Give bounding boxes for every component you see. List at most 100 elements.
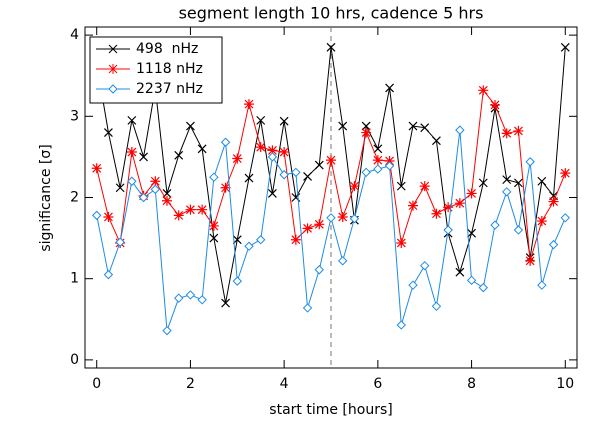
data-point (431, 301, 442, 312)
data-point (256, 115, 266, 125)
data-point (466, 275, 477, 286)
data-point (115, 237, 125, 247)
data-point (139, 152, 148, 162)
data-point (138, 192, 149, 203)
data-point (220, 137, 231, 147)
data-point (103, 211, 114, 222)
data-point (361, 121, 371, 131)
data-point (478, 85, 489, 96)
data-point (185, 204, 196, 215)
data-point (326, 213, 336, 223)
data-point (548, 239, 559, 250)
x-axis-label: start time [hours] (269, 402, 392, 418)
data-point (326, 155, 336, 166)
chart-title: segment length 10 hrs, cadence 5 hrs (179, 4, 484, 23)
data-point (419, 181, 430, 192)
x-tick-label: 2 (186, 376, 195, 392)
data-point (537, 176, 547, 186)
x-tick-label: 10 (556, 376, 574, 392)
x-tick-label: 8 (467, 376, 476, 392)
data-point (514, 178, 523, 188)
data-point (396, 237, 407, 248)
data-point (501, 128, 512, 139)
data-point (490, 99, 500, 110)
data-point (126, 147, 137, 158)
data-point (408, 200, 418, 211)
data-point (220, 182, 231, 193)
data-point (244, 241, 254, 251)
data-point (256, 235, 266, 245)
data-point (197, 295, 207, 305)
data-point (92, 210, 102, 221)
data-point (467, 228, 476, 238)
data-point (454, 198, 465, 209)
data-point (314, 160, 324, 170)
data-point (361, 167, 371, 178)
data-point (408, 121, 418, 131)
data-point (490, 220, 500, 230)
data-point (443, 225, 453, 235)
data-point (560, 42, 570, 52)
legend-marker (108, 64, 118, 74)
data-point (373, 164, 383, 174)
y-tick-label: 3 (70, 108, 79, 124)
data-point (115, 183, 125, 193)
data-point (525, 255, 536, 266)
data-point (244, 99, 254, 110)
data-point (208, 220, 219, 231)
legend-label: 1118 nHz (136, 61, 203, 77)
data-point (349, 181, 360, 192)
data-point (173, 210, 184, 221)
x-tick-label: 4 (280, 376, 289, 392)
data-point (162, 325, 172, 336)
data-point (314, 265, 324, 275)
data-point (443, 202, 454, 213)
data-point (127, 176, 137, 186)
data-point (349, 213, 360, 224)
legend-marker (108, 44, 118, 54)
data-point (373, 144, 383, 154)
data-point (420, 260, 430, 271)
data-point (268, 189, 277, 198)
data-point (338, 256, 348, 266)
data-point (372, 155, 383, 166)
data-point (396, 181, 406, 191)
data-point (337, 211, 348, 222)
x-tick-label: 0 (92, 376, 101, 392)
data-point (127, 115, 137, 125)
data-point (104, 128, 113, 137)
data-point (209, 233, 219, 243)
data-point (466, 188, 477, 199)
data-point (513, 225, 524, 235)
data-point (385, 83, 394, 93)
data-point (431, 208, 442, 219)
data-point (186, 121, 195, 131)
data-point (291, 167, 301, 178)
data-point (303, 171, 312, 181)
data-point (314, 219, 325, 230)
data-point (560, 213, 570, 223)
data-point (478, 282, 488, 293)
data-point (338, 121, 348, 131)
data-point (432, 136, 441, 146)
data-point (502, 175, 512, 185)
data-point (232, 276, 242, 286)
data-point (420, 123, 430, 133)
data-point (221, 298, 230, 308)
data-point (548, 196, 559, 207)
data-point (150, 184, 160, 195)
data-point (267, 152, 278, 162)
data-point (560, 168, 571, 179)
data-point (408, 280, 418, 290)
legend-label: 498 nHz (136, 41, 198, 57)
data-point (197, 144, 207, 154)
data-point (162, 195, 172, 206)
y-tick-label: 0 (70, 352, 79, 368)
data-point (103, 269, 114, 280)
data-point (455, 125, 465, 135)
y-tick-label: 4 (70, 27, 79, 43)
data-point (455, 267, 465, 277)
y-tick-label: 1 (70, 271, 79, 287)
data-point (502, 187, 512, 197)
